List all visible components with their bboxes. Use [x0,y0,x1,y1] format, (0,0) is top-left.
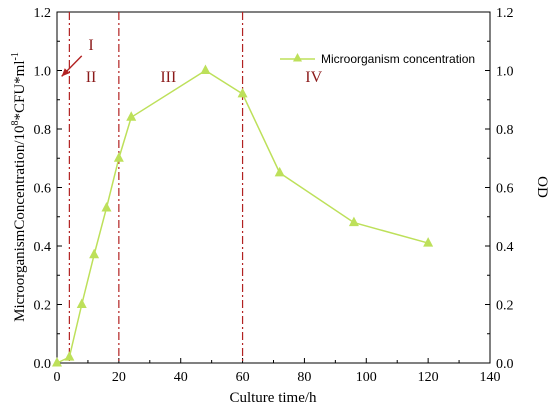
y-tick-label-right: 0.4 [496,240,514,255]
y-axis-title-right: OD [534,176,550,198]
x-tick-label: 20 [112,370,126,385]
data-point [423,237,434,247]
data-point [126,111,137,121]
series-layer [52,64,434,367]
x-tick-label: 140 [480,370,501,385]
data-point [89,248,100,259]
y-tick-label-right: 0.0 [496,357,514,372]
data-point [64,351,75,361]
x-tick-label: 0 [54,370,61,385]
y-axis-title-left: MicroorganismConcentration/108*CFU*ml-1 [10,52,28,322]
y-tick-label-left: 0.2 [34,299,52,314]
y-tick-label-left: 0.0 [34,357,52,372]
y-tick-label-right: 0.6 [496,182,514,197]
y-tick-label-right: 0.2 [496,299,514,314]
legend-label: Microorganism concentration [321,52,475,66]
region-label: III [160,69,176,86]
data-point [101,201,112,212]
data-point [237,87,248,98]
x-axis-title: Culture time/h [229,390,317,406]
data-point [76,298,87,308]
region-label: IV [305,69,322,86]
phase-lines [68,12,244,363]
y-tick-label-left: 1.2 [34,6,52,21]
series-line [56,69,429,364]
x-tick-label: 100 [356,370,377,385]
y-tick-label-right: 1.2 [496,6,514,21]
legend-marker [293,53,302,62]
y-tick-label-right: 0.8 [496,123,514,138]
region-label: II [86,69,97,86]
y-tick-label-left: 0.4 [34,240,52,255]
x-tick-label: 80 [297,370,311,385]
data-point [348,216,359,227]
y-tick-label-right: 1.0 [496,65,514,80]
y-tick-label-left: 0.6 [34,182,52,197]
y-axis-title-left-main: MicroorganismConcentration/10 [12,126,28,322]
data-point [200,64,211,74]
x-tick-label: 120 [418,370,439,385]
y-axis-title-left-mid: *CFU*ml [12,60,28,120]
annotation-layer: III III IV [61,37,323,86]
y-axis-title-left-sup1: 8 [10,121,21,126]
y-tick-label-left: 1.0 [34,65,52,80]
arrow-head [61,68,70,77]
x-tick-label: 40 [174,370,188,385]
x-tick-label: 60 [236,370,250,385]
y-tick-label-left: 0.8 [34,123,52,138]
data-point [52,357,62,367]
legend: Microorganism concentration [280,52,475,66]
region-label: I [88,37,93,54]
data-point [113,152,124,162]
data-point [274,166,285,177]
y-axis-title-left-sup2: -1 [10,52,21,60]
